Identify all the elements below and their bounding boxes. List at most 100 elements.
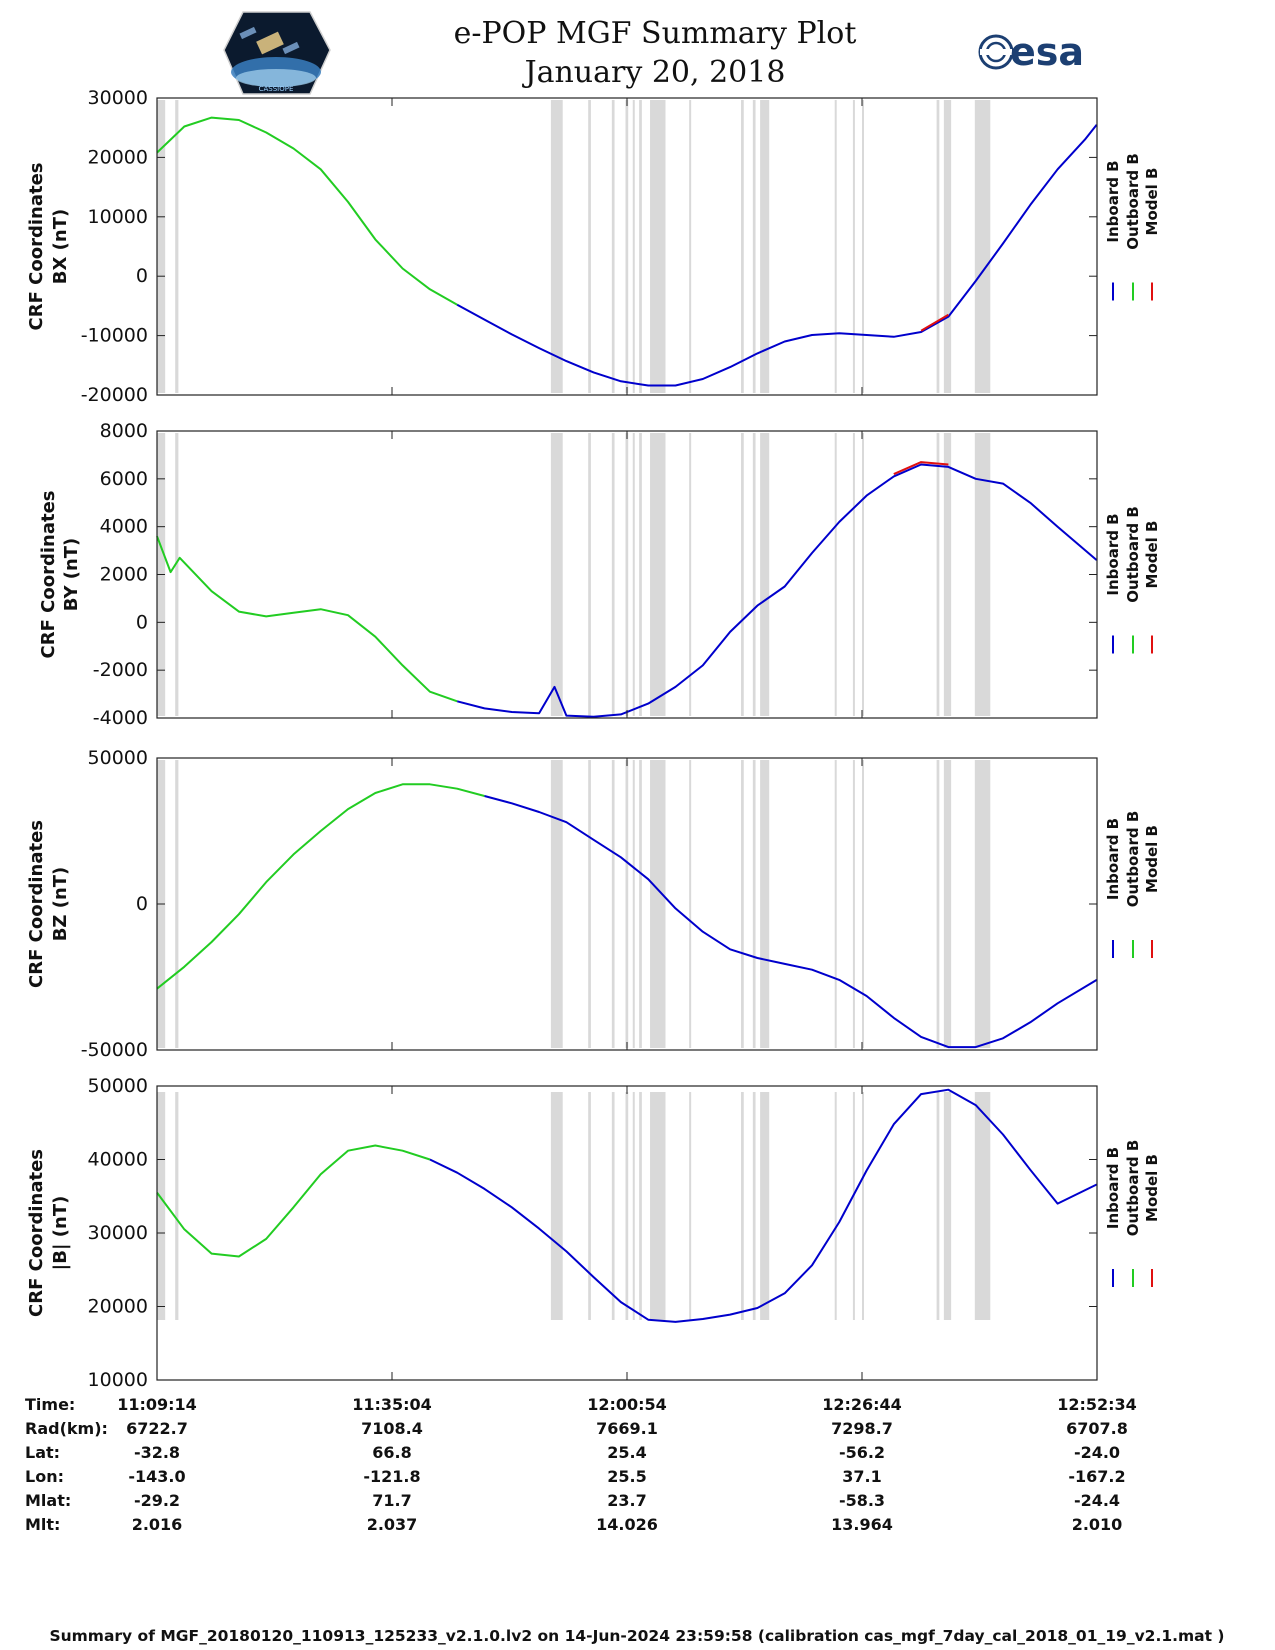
data-gap-band xyxy=(175,433,179,716)
data-gap-band xyxy=(741,433,744,716)
info-cell: -143.0 xyxy=(128,1467,185,1486)
legend: Inboard B Outboard B Model B xyxy=(1104,1140,1161,1287)
data-gap-band xyxy=(588,760,591,1048)
y-tick-label: 10000 xyxy=(88,206,148,228)
data-gap-band xyxy=(588,433,591,716)
legend-label: Inboard B xyxy=(1104,160,1122,242)
info-row-label: Mlat: xyxy=(25,1491,71,1510)
data-gap-band xyxy=(936,100,940,393)
y-axis-label-line2: |B| (nT) xyxy=(50,1196,71,1271)
y-tick-label: 20000 xyxy=(88,146,148,168)
data-gap-band xyxy=(650,433,666,716)
info-row-label: Rad(km): xyxy=(25,1419,108,1438)
data-gap-band xyxy=(943,1092,952,1320)
info-row-label: Time: xyxy=(25,1395,75,1414)
data-gap-band xyxy=(639,1092,642,1320)
info-cell: 2.010 xyxy=(1072,1515,1123,1534)
plot-date: January 20, 2018 xyxy=(522,55,786,90)
y-tick-label: 4000 xyxy=(100,516,148,538)
info-cell: 66.8 xyxy=(372,1443,411,1462)
y-tick-label: 30000 xyxy=(88,1222,148,1244)
data-gap-band xyxy=(974,760,991,1048)
legend: Inboard B Outboard B Model B xyxy=(1104,153,1161,301)
data-gap-band xyxy=(157,100,166,393)
data-gap-band xyxy=(741,100,744,393)
y-tick-label: 30000 xyxy=(88,87,148,109)
info-cell: -29.2 xyxy=(134,1491,180,1510)
info-row-label: Lat: xyxy=(25,1443,60,1462)
data-gap-band xyxy=(639,760,642,1048)
legend-label: Model B xyxy=(1143,168,1161,236)
info-cell: -24.0 xyxy=(1074,1443,1120,1462)
info-cell: 12:52:34 xyxy=(1057,1395,1137,1414)
info-row-label: Lon: xyxy=(25,1467,64,1486)
data-gap-band xyxy=(852,433,855,716)
data-gap-band xyxy=(943,760,952,1048)
y-tick-label: 0 xyxy=(136,265,148,287)
info-cell: 6707.8 xyxy=(1066,1419,1128,1438)
info-cell: 13.964 xyxy=(831,1515,893,1534)
data-gap-band xyxy=(760,100,770,393)
info-table: Time: Rad(km): Lat: Lon: Mlat: Mlt: 11:09:14 67… xyxy=(25,1395,1137,1534)
data-gap-band xyxy=(175,100,179,393)
info-cell: 6722.7 xyxy=(126,1419,188,1438)
info-cell: 14.026 xyxy=(596,1515,658,1534)
legend-label: Model B xyxy=(1143,1154,1161,1222)
y-tick-label: 40000 xyxy=(88,1149,148,1171)
y-tick-label: -4000 xyxy=(93,707,148,729)
series-line-inboard-b xyxy=(456,463,1098,718)
legend-label: Inboard B xyxy=(1104,818,1122,900)
data-gap-band xyxy=(175,760,179,1048)
footer-text: Summary of MGF_20180120_110913_125233_v2… xyxy=(49,1627,1224,1645)
data-gap-band xyxy=(625,760,629,1048)
data-gap-band xyxy=(650,100,666,393)
data-gap-band xyxy=(974,1092,991,1320)
cassiope-logo: CASSIOPE xyxy=(223,11,331,95)
data-gap-band xyxy=(974,100,991,393)
esa-logo-text: esa xyxy=(1010,30,1084,74)
data-gap-band xyxy=(752,433,756,716)
data-gap-band xyxy=(550,1092,563,1320)
y-tick-label: 50000 xyxy=(88,1075,148,1097)
data-gap-band xyxy=(689,1092,692,1320)
info-cell: -32.8 xyxy=(134,1443,180,1462)
series-line-outboard-b xyxy=(156,1144,431,1258)
data-gap-band xyxy=(834,100,837,393)
y-axis-label-line2: BX (nT) xyxy=(50,209,71,284)
y-axis-label-line2: BY (nT) xyxy=(61,538,82,612)
series-line-inboard-b xyxy=(429,1088,1098,1323)
plot-title: e-POP MGF Summary Plot xyxy=(454,16,857,51)
info-cell: 23.7 xyxy=(607,1491,646,1510)
y-tick-label: 20000 xyxy=(88,1296,148,1318)
data-gap-band xyxy=(852,1092,855,1320)
data-gap-band xyxy=(760,433,770,716)
legend-label: Outboard B xyxy=(1124,811,1142,908)
data-gap-band xyxy=(936,1092,940,1320)
data-gap-band xyxy=(639,100,642,393)
data-gap-band xyxy=(157,1092,166,1320)
data-gap-band xyxy=(625,100,629,393)
panel-by: -4000 -2000 0 2000 4000 6000 8000 CRF Coordinat… xyxy=(38,420,1161,729)
y-tick-label: 10000 xyxy=(88,1369,148,1391)
data-gap-band xyxy=(625,1092,629,1320)
data-gap-band xyxy=(611,433,615,716)
y-tick-label: -20000 xyxy=(81,384,148,406)
y-tick-label: -10000 xyxy=(81,325,148,347)
series-line-model-b xyxy=(893,461,949,476)
series-line-model-b xyxy=(920,313,949,332)
data-gap-band xyxy=(862,1092,865,1320)
data-gap-band xyxy=(974,433,991,716)
legend-label: Model B xyxy=(1143,521,1161,589)
legend: Inboard B Outboard B Model B xyxy=(1104,811,1161,958)
info-cell: -58.3 xyxy=(839,1491,885,1510)
info-cell: -56.2 xyxy=(839,1443,885,1462)
info-cell: -24.4 xyxy=(1074,1491,1120,1510)
data-gap-band xyxy=(862,433,865,716)
data-gap-band xyxy=(175,1092,179,1320)
y-tick-label: -2000 xyxy=(93,659,148,681)
info-cell: 11:35:04 xyxy=(352,1395,432,1414)
data-gap-band xyxy=(611,100,615,393)
data-gap-band xyxy=(834,1092,837,1320)
info-cell: 7108.4 xyxy=(361,1419,423,1438)
